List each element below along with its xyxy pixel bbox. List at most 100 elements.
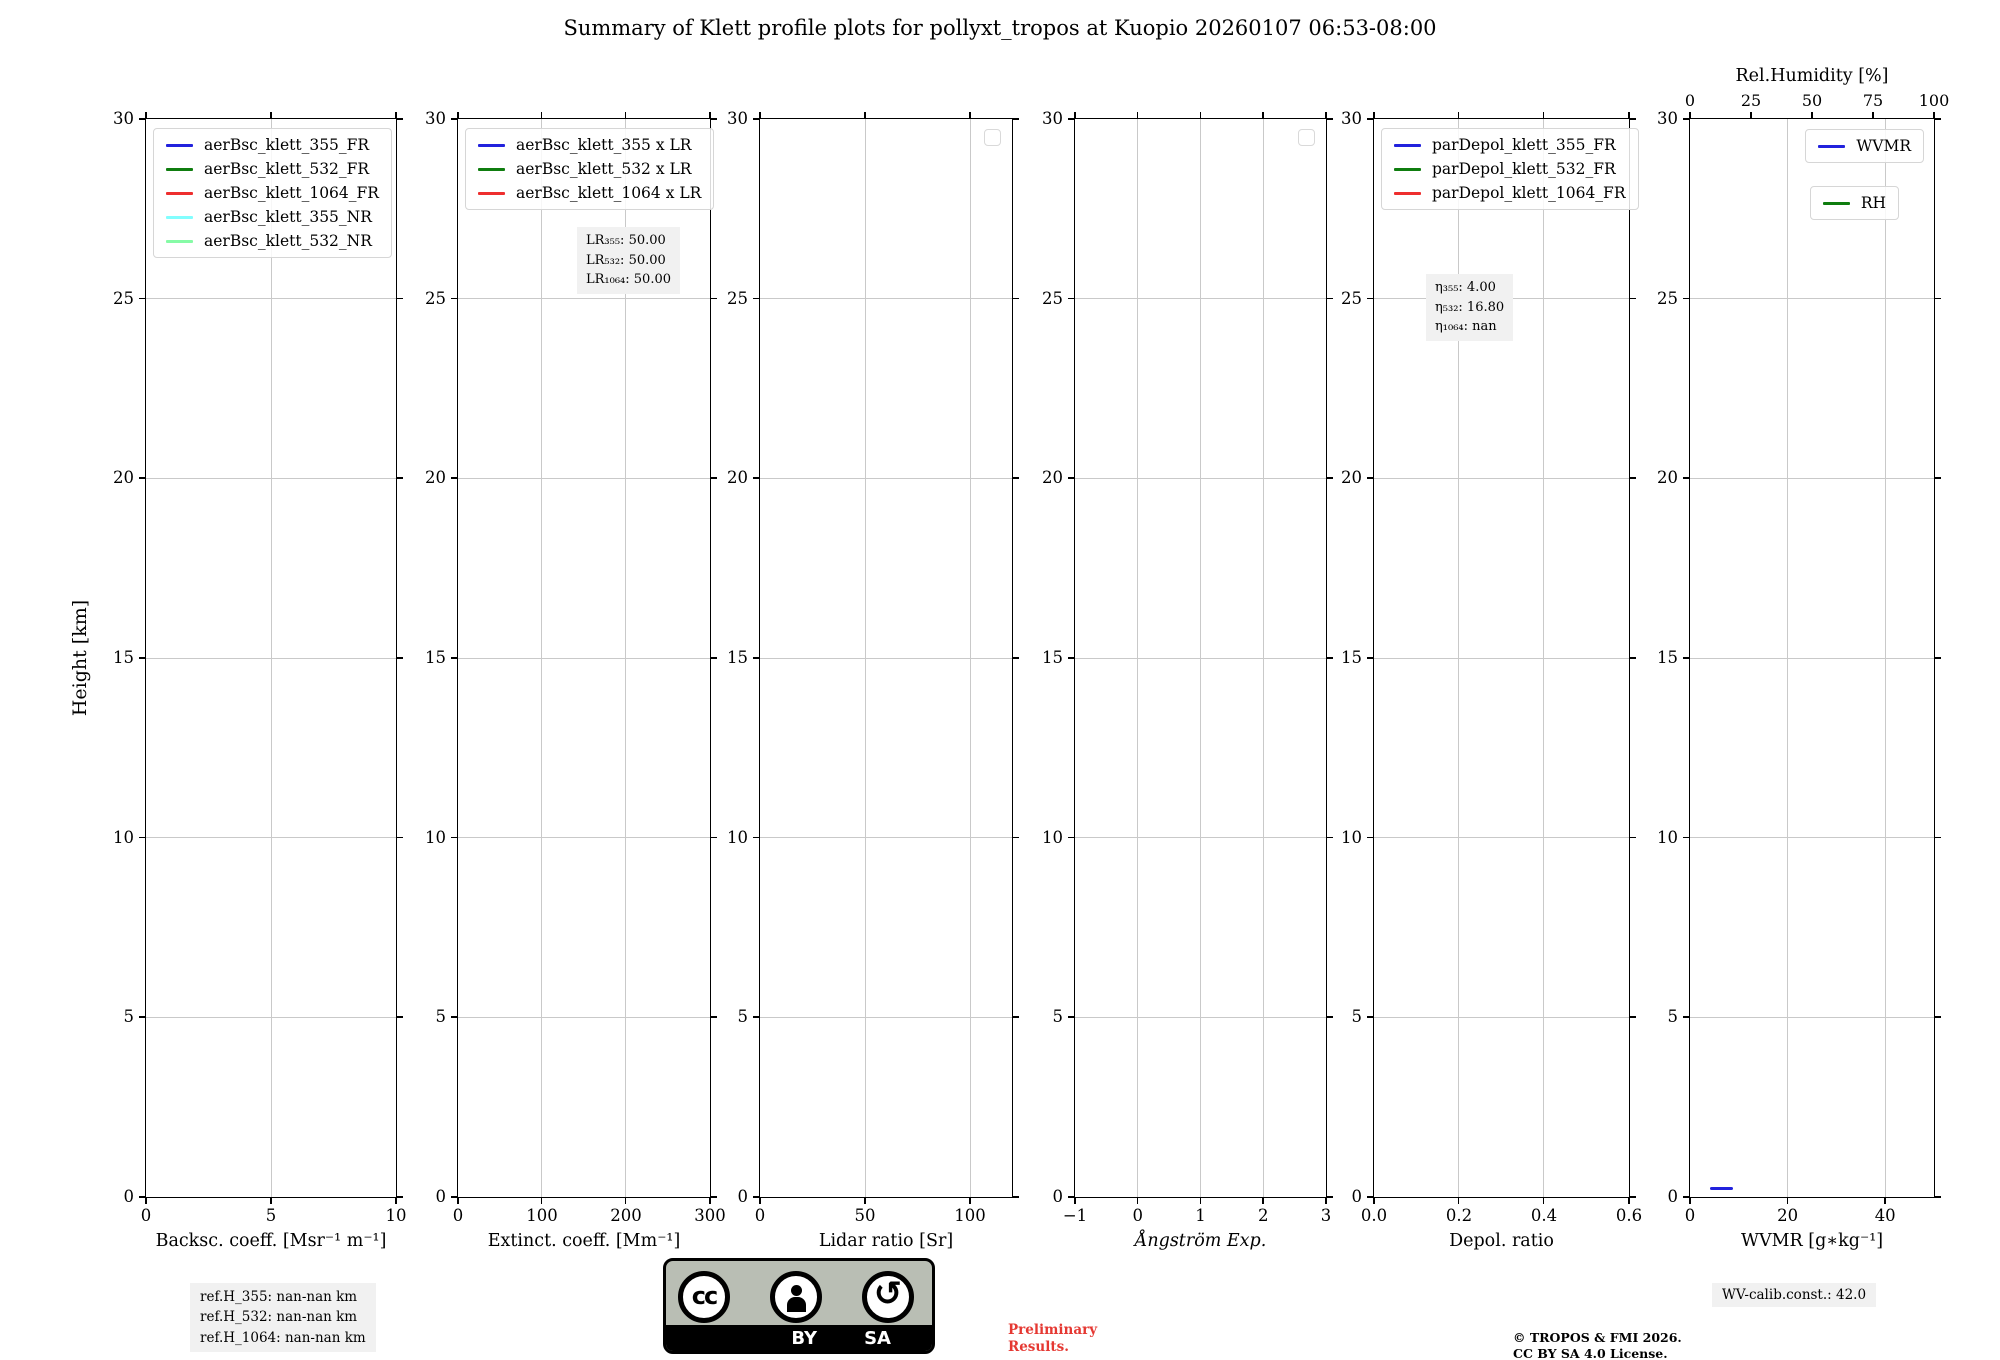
legend-entry: aerBsc_klett_532 x LR [478,160,701,178]
annotation-line: LR₃₅₅: 50.00 [586,233,666,248]
y-tick-label: 25 [113,288,134,308]
x-axis-label-depol: Depol. ratio [1449,1231,1554,1251]
legend-empty-box [984,129,1001,146]
x-axis-label-backscatter: Backsc. coeff. [Msr⁻¹ m⁻¹] [155,1231,387,1251]
x-tick-label: 10 [385,1206,407,1225]
panel-backscatter: 0 5 10 0 5 10 15 20 25 30 Backsc. coeff. [Msr⁻¹ m⁻… [113,109,407,1251]
axis-tick [710,657,717,659]
y-tick-label: 30 [1657,109,1678,128]
axis-tick [1683,1016,1690,1018]
axis-tick [139,836,146,839]
share-alike-arrow-icon: ↺ [862,1271,914,1323]
figure-title: Summary of Klett profile plots for polly… [563,16,1437,40]
axis-tick [1326,836,1333,839]
gridline-horizontal [146,477,396,479]
axis-tick [395,112,397,119]
legend-line-sample [166,239,193,243]
axis-tick [1262,1197,1264,1204]
x-axis-label-angstrom: Ångström Exp. [1134,1231,1267,1251]
axis-tick [753,118,760,120]
x-axis-label-extinction: Extinct. coeff. [Mm⁻¹] [487,1231,681,1251]
gridline-horizontal [760,837,1012,839]
x-tick-label: 20 [1777,1206,1799,1225]
legend-entry: aerBsc_klett_355_NR [166,208,379,226]
y-tick-label: 5 [1052,1007,1064,1027]
cc-sa-label: SA [864,1327,891,1349]
axis-tick [451,1196,458,1198]
axis-tick [1068,1196,1075,1198]
axis-tick [1012,836,1019,839]
axis-tick [396,118,403,120]
y-tick-label: 10 [425,827,446,847]
axis-tick [1068,297,1075,300]
ref-height-532: ref.H_532: nan-nan km [200,1309,358,1326]
axis-tick [624,112,627,119]
axis-tick [1326,1196,1333,1198]
legend-label: aerBsc_klett_1064_FR [204,184,379,202]
y-tick-label: 5 [435,1007,447,1027]
legend-line-sample [1394,167,1421,171]
axis-tick [1012,1196,1019,1198]
y-tick-label: 15 [1341,648,1362,667]
axis-tick [1934,297,1941,300]
legend-label: aerBsc_klett_532_FR [204,160,370,178]
legend-line-sample [1394,191,1421,195]
x-tick-label: 100 [954,1206,986,1225]
legend-label: RH [1860,194,1886,212]
axis-tick [1934,1016,1941,1018]
cc-by-sa-badge: cc ↺ BY SA [663,1258,935,1354]
axis-tick [1457,1197,1460,1204]
top-tick-label: 0 [1684,91,1696,110]
axis-tick [753,477,760,479]
x-tick-label: 0 [140,1206,152,1225]
axis-tick [139,657,146,659]
legend-line-sample [1822,201,1850,205]
copyright-note: © TROPOS & FMI 2026. CC BY SA 4.0 Licens… [1513,1330,1682,1360]
axis-tick [1012,297,1019,300]
axis-tick [1068,118,1075,120]
y-tick-label: 10 [1042,827,1063,847]
axis-tick [1683,1196,1690,1198]
axis-tick [969,1197,971,1204]
gridline-horizontal [458,298,710,300]
axis-tick [1373,112,1375,119]
axis-tick [451,657,458,659]
y-tick-label: 5 [1351,1007,1363,1027]
axis-tick [451,836,458,839]
y-tick-label: 30 [425,109,446,128]
axis-tick [1683,297,1690,300]
axis-tick [1367,118,1374,120]
axis-tick [1367,1196,1374,1198]
axis-tick [1367,297,1374,300]
axis-tick [1199,1197,1201,1204]
legend-line-sample [1818,144,1846,148]
cc-badge-labels: BY SA [666,1325,932,1351]
gridline-horizontal [458,837,710,839]
y-tick-label: 25 [1341,288,1362,308]
x-tick-label: 50 [854,1206,876,1225]
axis-tick [396,297,403,300]
preliminary-results-note: Preliminary Results. [1008,1322,1098,1355]
x-tick-label: −1 [1062,1206,1088,1225]
axis-tick [864,1197,866,1204]
panel-lidar-ratio: 0 50 100 0 5 10 15 20 25 30 Lidar ratio [Sr] [727,109,1019,1251]
panel-wvmr: 0 20 40 0 5 10 15 20 25 30 WVMR [g∗kg⁻¹] 0 25 50 75 100… [1657,66,1949,1251]
axis-tick [396,477,403,479]
ref-height-1064: ref.H_1064: nan-nan km [200,1329,366,1346]
axis-tick [1689,112,1691,119]
y-tick-label: 20 [1341,468,1362,488]
axis-tick [1326,657,1333,659]
axis-tick [1367,1016,1374,1018]
x-tick-label: 0.4 [1530,1206,1558,1225]
gridline-horizontal [1075,1016,1326,1018]
annotation-line: η₁₀₆₄: nan [1435,319,1497,334]
ref-height-355: ref.H_355: nan-nan km [200,1289,358,1305]
legend-entry: RH [1822,194,1886,212]
axis-tick [1629,118,1636,120]
axis-tick [709,1197,711,1204]
axis-tick [451,477,458,479]
top-tick-label: 50 [1801,91,1823,110]
axis-tick [1542,1197,1545,1204]
axis-tick [710,477,717,479]
